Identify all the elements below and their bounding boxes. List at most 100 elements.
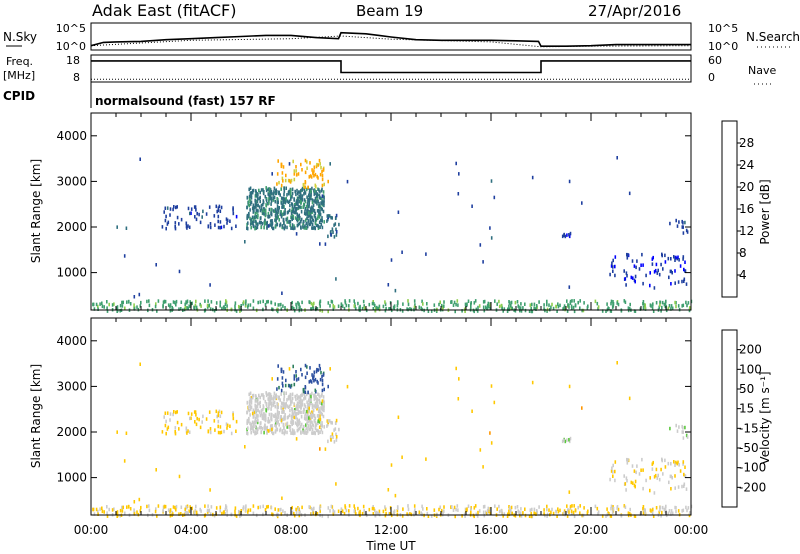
scatter-point	[254, 431, 256, 436]
freq-left-label-2: [MHz]	[3, 69, 35, 82]
scatter-point	[136, 305, 138, 309]
scatter-point	[247, 508, 250, 512]
scatter-point	[304, 209, 306, 214]
scatter-point	[172, 207, 174, 212]
scatter-point	[531, 175, 534, 180]
scatter-point	[250, 196, 253, 200]
scatter-point	[256, 225, 259, 230]
scatter-point	[249, 407, 252, 411]
scatter-point	[270, 407, 272, 411]
scatter-point	[308, 214, 310, 218]
scatter-point	[316, 397, 319, 401]
scatter-point	[321, 404, 323, 408]
scatter-point	[520, 507, 522, 511]
scatter-point	[638, 472, 641, 476]
scatter-point	[612, 269, 614, 273]
scatter-point	[569, 504, 572, 509]
scatter-point	[216, 414, 218, 419]
scatter-point	[270, 202, 272, 206]
scatter-point	[630, 275, 633, 280]
scatter-point	[251, 420, 254, 425]
scatter-point	[289, 428, 291, 432]
scatter-point	[242, 505, 245, 509]
scatter-point	[219, 505, 222, 510]
scatter-point	[614, 469, 616, 474]
scatter-point	[606, 302, 608, 306]
scatter-point	[530, 511, 532, 516]
scatter-point	[267, 211, 270, 216]
scatter-point	[450, 505, 452, 509]
scatter-point	[249, 396, 252, 401]
scatter-point	[333, 235, 336, 239]
scatter-point	[634, 479, 637, 484]
scatter-point	[167, 220, 170, 225]
scatter-point	[291, 187, 294, 191]
scatter-point	[292, 215, 295, 219]
scatter-point	[239, 514, 241, 518]
scatter-point	[136, 510, 138, 514]
scatter-point	[660, 309, 662, 313]
scatter-point	[273, 391, 276, 396]
scatter-point	[253, 420, 256, 424]
scatter-point	[205, 417, 208, 421]
scatter-point	[174, 300, 176, 305]
scatter-point	[259, 395, 261, 400]
scatter-point	[282, 205, 284, 209]
scatter-point	[321, 399, 324, 403]
scatter-point	[257, 300, 259, 305]
scatter-point	[300, 162, 302, 167]
scatter-point	[286, 430, 288, 435]
scatter-point	[318, 195, 321, 199]
scatter-point	[661, 300, 664, 305]
scatter-point	[249, 222, 252, 226]
scatter-point	[288, 367, 291, 371]
scatter-point	[169, 508, 172, 512]
scatter-point	[473, 301, 476, 305]
scatter-point	[625, 476, 628, 480]
scatter-point	[226, 218, 229, 223]
scatter-point	[264, 220, 266, 225]
scatter-point	[546, 507, 548, 512]
scatter-point	[667, 461, 670, 466]
scatter-point	[327, 439, 329, 444]
scatter-point	[209, 225, 212, 230]
scatter-point	[217, 430, 220, 435]
scatter-point	[133, 512, 136, 516]
scatter-point	[312, 303, 314, 307]
scatter-point	[264, 213, 267, 218]
colorbar-frame	[721, 120, 738, 298]
scatter-point	[262, 188, 264, 192]
scatter-point	[274, 302, 276, 306]
scatter-point	[287, 383, 290, 388]
freq-left-tick-top: 18	[66, 54, 80, 67]
scatter-point	[256, 404, 259, 408]
scatter-point	[311, 420, 313, 425]
scatter-point	[624, 277, 627, 281]
scatter-point	[321, 378, 324, 383]
scatter-point	[570, 304, 573, 308]
scatter-point	[509, 301, 511, 305]
scatter-point	[252, 189, 254, 193]
scatter-point	[671, 511, 674, 515]
scatter-point	[656, 271, 659, 275]
scatter-point	[138, 497, 141, 502]
scatter-point	[451, 505, 453, 509]
scatter-point	[402, 507, 404, 511]
scatter-point	[310, 175, 313, 179]
scatter-point	[165, 226, 167, 231]
scatter-point	[297, 427, 300, 432]
scatter-point	[498, 504, 500, 509]
scatter-point	[269, 399, 271, 404]
scatter-point	[273, 400, 276, 405]
scatter-point	[185, 426, 188, 430]
scatter-point	[275, 211, 277, 215]
scatter-point	[195, 305, 198, 310]
scatter-point	[614, 273, 616, 278]
scatter-point	[335, 435, 338, 439]
scatter-point	[334, 222, 337, 226]
scatter-point	[530, 309, 533, 314]
scatter-point	[217, 225, 220, 230]
scatter-point	[543, 508, 545, 512]
scatter-point	[667, 511, 670, 515]
scatter-point	[215, 204, 218, 209]
